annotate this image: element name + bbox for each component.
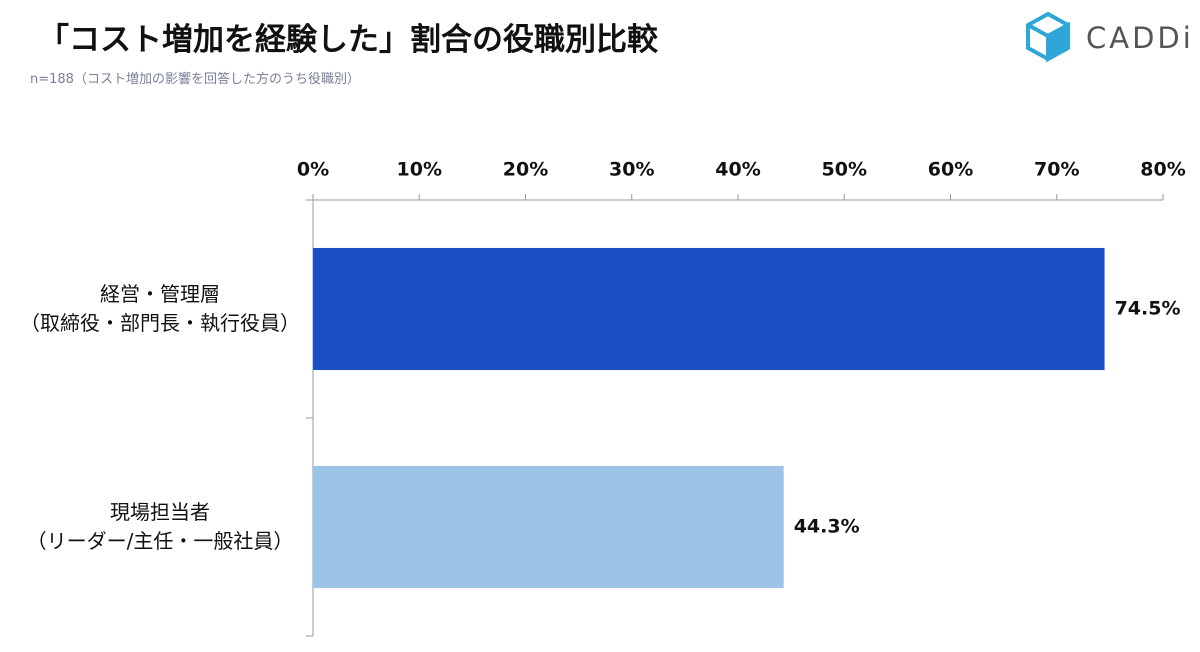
logo-icon — [1026, 11, 1070, 63]
x-tick-label: 20% — [503, 159, 548, 181]
x-tick-label: 30% — [609, 159, 654, 181]
chart-subtitle: n=188（コスト増加の影響を回答した方のうち役職別） — [30, 72, 360, 87]
x-tick-label: 80% — [1140, 159, 1185, 181]
x-tick-label: 10% — [397, 159, 442, 181]
x-tick-label: 40% — [715, 159, 760, 181]
bar — [313, 465, 784, 589]
value-label: 44.3% — [794, 516, 860, 538]
logo-text: CADDi — [1086, 21, 1194, 55]
y-tick-label: 現場担当者 （リーダー/主任・一般社員） — [26, 500, 294, 553]
value-label: 74.5% — [1115, 298, 1181, 320]
y-tick-label: 経営・管理層 （取締役・部門長・執行役員） — [20, 282, 300, 335]
x-tick-label: 50% — [822, 159, 867, 181]
x-tick-label: 60% — [928, 159, 973, 181]
x-tick-label: 70% — [1034, 159, 1079, 181]
x-tick-label: 0% — [297, 159, 329, 181]
chart-title: 「コスト増加を経験した」割合の役職別比較 — [38, 22, 658, 58]
bar — [313, 247, 1105, 371]
